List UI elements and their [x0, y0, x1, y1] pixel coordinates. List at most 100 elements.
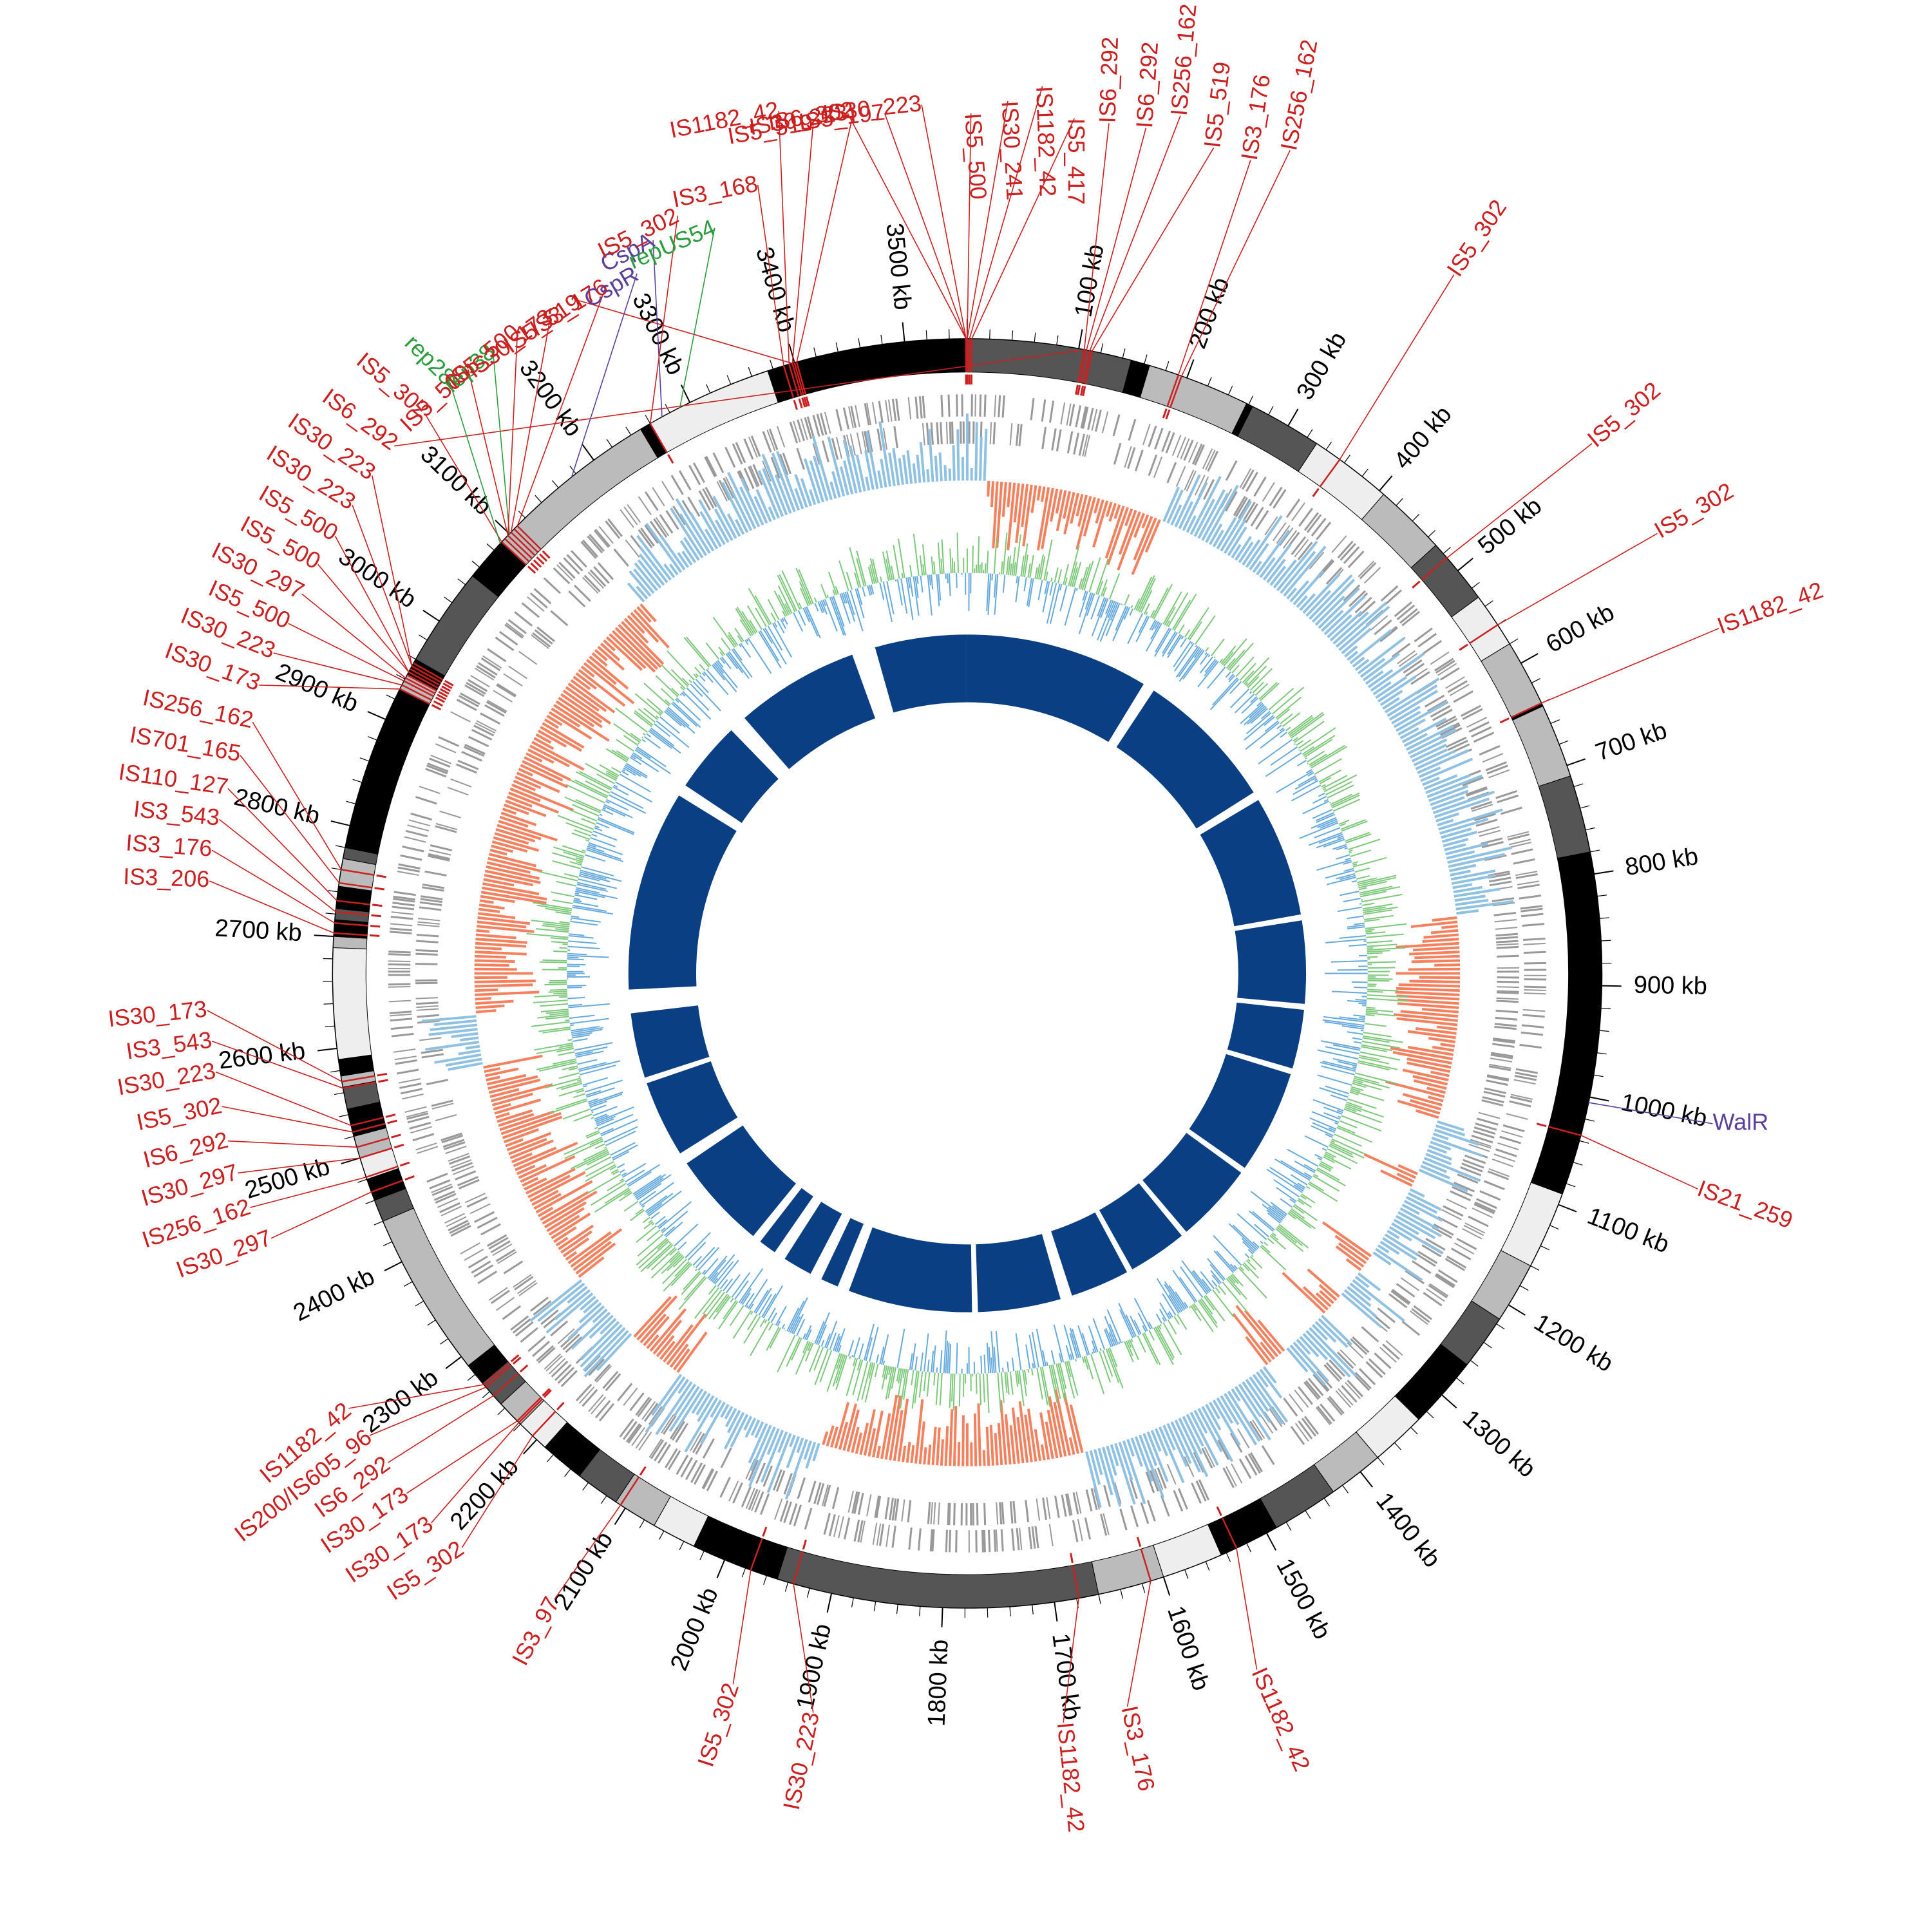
cds-mark: [415, 796, 437, 805]
cds-mark: [1031, 1526, 1036, 1549]
cds-mark: [1154, 428, 1164, 450]
is-element-marker: [516, 525, 542, 550]
cds-mark: [464, 743, 486, 755]
cds-mark: [1497, 794, 1519, 804]
cds-mark: [922, 395, 926, 419]
cds-mark: [560, 1370, 578, 1388]
tick-mark: [1341, 1484, 1349, 1493]
tick-mark: [659, 1530, 665, 1540]
cds-mark: [578, 1386, 595, 1404]
is-element-tick: [376, 874, 386, 878]
cds-mark: [1347, 550, 1365, 569]
tick-mark: [625, 426, 632, 436]
is-element-tick: [539, 553, 548, 562]
cds-mark: [739, 470, 750, 491]
label-leader: [1086, 128, 1147, 350]
cds-mark: [594, 1399, 611, 1419]
cds-mark: [426, 764, 448, 775]
cds-mark: [716, 480, 728, 502]
cds-mark: [929, 1529, 933, 1552]
cds-mark: [1226, 1466, 1237, 1487]
tick-mark: [1496, 1323, 1505, 1330]
cds-mark: [502, 1305, 522, 1320]
synteny-block: [1189, 1054, 1291, 1168]
tick-mark: [339, 1114, 349, 1117]
cds-mark: [574, 585, 591, 602]
cds-mark: [866, 402, 872, 425]
cds-mark: [471, 1260, 491, 1274]
tick-mark: [1508, 1304, 1526, 1316]
cds-mark: [521, 602, 540, 618]
tick-mark: [880, 334, 883, 345]
cds-mark: [1271, 1406, 1286, 1425]
cds-mark: [1435, 715, 1457, 728]
cds-mark: [602, 1370, 619, 1389]
cds-mark: [553, 567, 571, 585]
cds-mark: [1103, 1484, 1111, 1507]
cds-mark: [1065, 1493, 1072, 1516]
cds-mark: [1379, 627, 1398, 643]
tick-mark: [600, 1495, 607, 1504]
tick-mark: [328, 890, 338, 893]
is-element-marker: [408, 671, 439, 689]
cds-mark: [1499, 1135, 1522, 1144]
cds-mark: [1186, 470, 1197, 492]
cds-mark: [824, 412, 831, 434]
cds-mark: [1492, 1043, 1515, 1048]
cds-mark: [1437, 663, 1457, 676]
cds-mark: [1496, 945, 1519, 949]
cds-mark: [1148, 454, 1158, 477]
tick-mark: [386, 694, 395, 700]
cds-mark: [849, 433, 856, 456]
label-leader: [516, 285, 607, 526]
cds-mark: [1520, 905, 1543, 910]
cds-mark: [748, 437, 758, 458]
cds-mark: [1435, 1273, 1455, 1287]
tick-mark: [341, 1157, 361, 1164]
cds-mark: [393, 891, 416, 896]
tick-mark: [344, 1135, 354, 1140]
cds-mark: [1479, 829, 1501, 837]
cds-mark: [635, 1430, 649, 1449]
cds-mark: [1298, 1386, 1313, 1405]
contig-segment: [501, 429, 659, 565]
cds-mark: [1049, 401, 1055, 423]
cds-mark: [1075, 1492, 1082, 1514]
cds-mark: [889, 1497, 895, 1520]
cds-mark: [416, 1146, 439, 1154]
cds-mark: [1446, 736, 1467, 748]
cds-mark: [582, 1388, 598, 1407]
cds-mark: [467, 679, 488, 692]
label-leader: [649, 215, 679, 424]
cds-mark: [404, 1106, 427, 1113]
cds-mark: [1490, 1054, 1513, 1059]
cds-mark: [1374, 1352, 1392, 1369]
cds-mark: [1454, 1182, 1475, 1193]
cds-mark: [648, 1406, 663, 1425]
tick-mark: [1558, 1204, 1577, 1213]
cds-mark: [779, 453, 789, 475]
is-element-tick: [1312, 488, 1320, 497]
cds-mark: [1203, 478, 1215, 500]
cds-mark: [640, 527, 655, 547]
cds-mark: [390, 1018, 413, 1022]
tick-mark: [1307, 429, 1313, 438]
cds-mark: [1084, 1517, 1092, 1540]
tick-label: 2700 kb: [214, 914, 302, 947]
cds-mark: [1350, 1338, 1368, 1356]
tick-mark: [569, 466, 576, 475]
cds-mark: [1400, 1277, 1420, 1291]
cds-mark: [1495, 1148, 1517, 1157]
label-leader: [431, 1422, 520, 1524]
cds-mark: [390, 1013, 412, 1017]
cds-mark: [1439, 667, 1460, 681]
cds-mark: [1475, 1198, 1497, 1209]
tick-mark: [645, 415, 651, 424]
cds-mark: [1249, 1452, 1264, 1473]
feature-label: IS1182_42: [1031, 86, 1061, 197]
cds-mark: [426, 1079, 449, 1086]
is-element-marker: [1077, 349, 1085, 383]
tick-mark: [325, 913, 336, 914]
is-element-marker: [371, 1179, 403, 1193]
